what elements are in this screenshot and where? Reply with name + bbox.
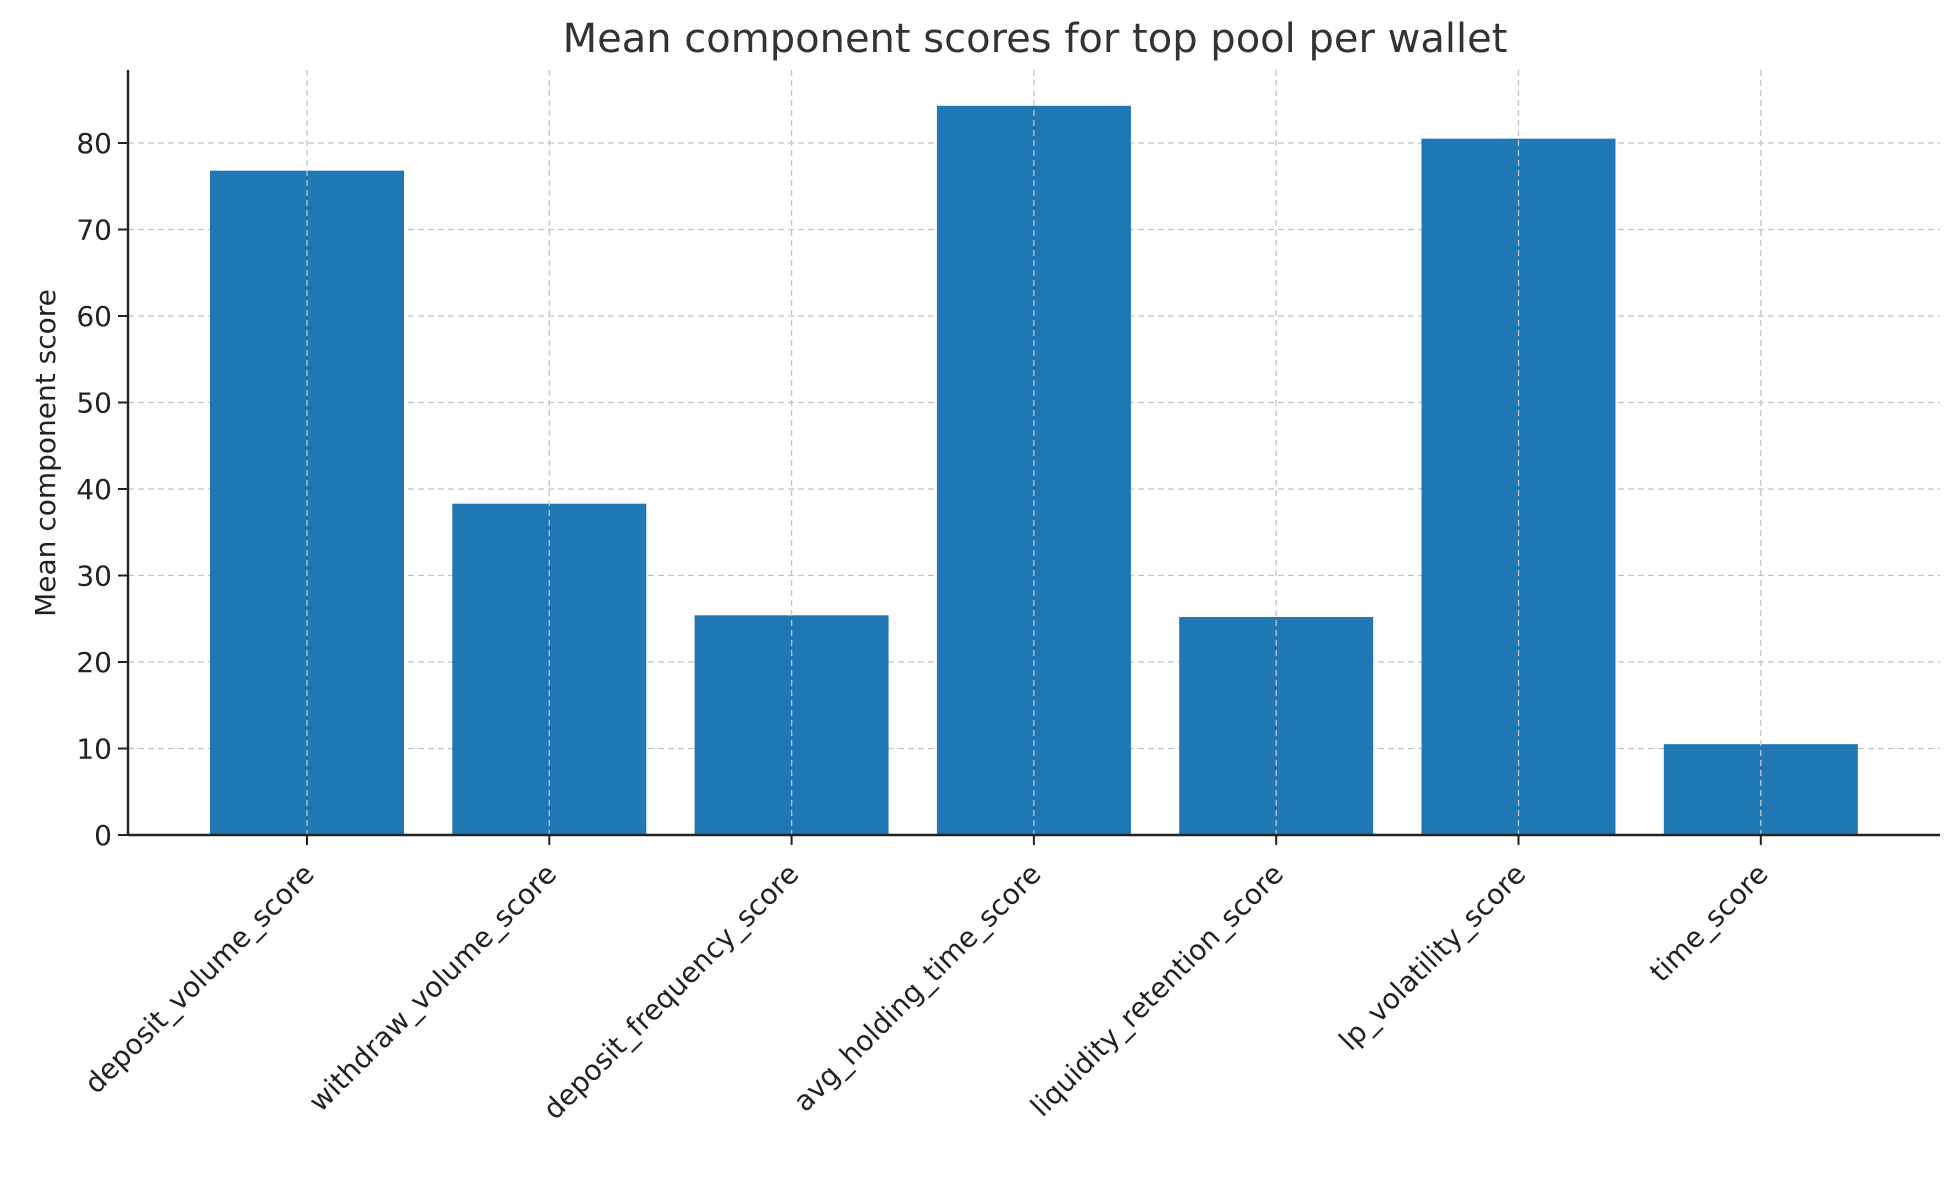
x-tick-label-deposit_frequency_score: deposit_frequency_score <box>537 857 806 1126</box>
x-tick-label-liquidity_retention_score: liquidity_retention_score <box>1024 857 1290 1123</box>
y-axis-label: Mean component score <box>29 289 62 617</box>
bars <box>210 105 1858 836</box>
x-axis-ticks: deposit_volume_scorewithdraw_volume_scor… <box>78 835 1774 1126</box>
y-tick-label-10: 10 <box>76 733 112 766</box>
y-tick-label-60: 60 <box>76 300 112 333</box>
y-tick-label-70: 70 <box>76 214 112 247</box>
x-tick-label-time_score: time_score <box>1643 857 1774 988</box>
bar-time_score <box>1663 744 1858 835</box>
y-tick-label-50: 50 <box>76 387 112 420</box>
y-axis-ticks: 0 10 20 30 40 50 60 70 80 <box>76 127 128 852</box>
y-tick-label-20: 20 <box>76 646 112 679</box>
x-tick-label-avg_holding_time_score: avg_holding_time_score <box>787 857 1048 1118</box>
y-tick-label-30: 30 <box>76 560 112 593</box>
x-tick-label-lp_volatility_score: lp_volatility_score <box>1333 857 1533 1057</box>
x-tick-label-withdraw_volume_score: withdraw_volume_score <box>302 857 563 1118</box>
x-tick-label-deposit_volume_score: deposit_volume_score <box>78 857 321 1100</box>
bar-withdraw_volume_score <box>452 503 647 835</box>
y-tick-label-80: 80 <box>76 127 112 160</box>
chart-title: Mean component scores for top pool per w… <box>563 16 1508 62</box>
y-tick-label-40: 40 <box>76 473 112 506</box>
y-tick-label-0: 0 <box>94 819 112 852</box>
